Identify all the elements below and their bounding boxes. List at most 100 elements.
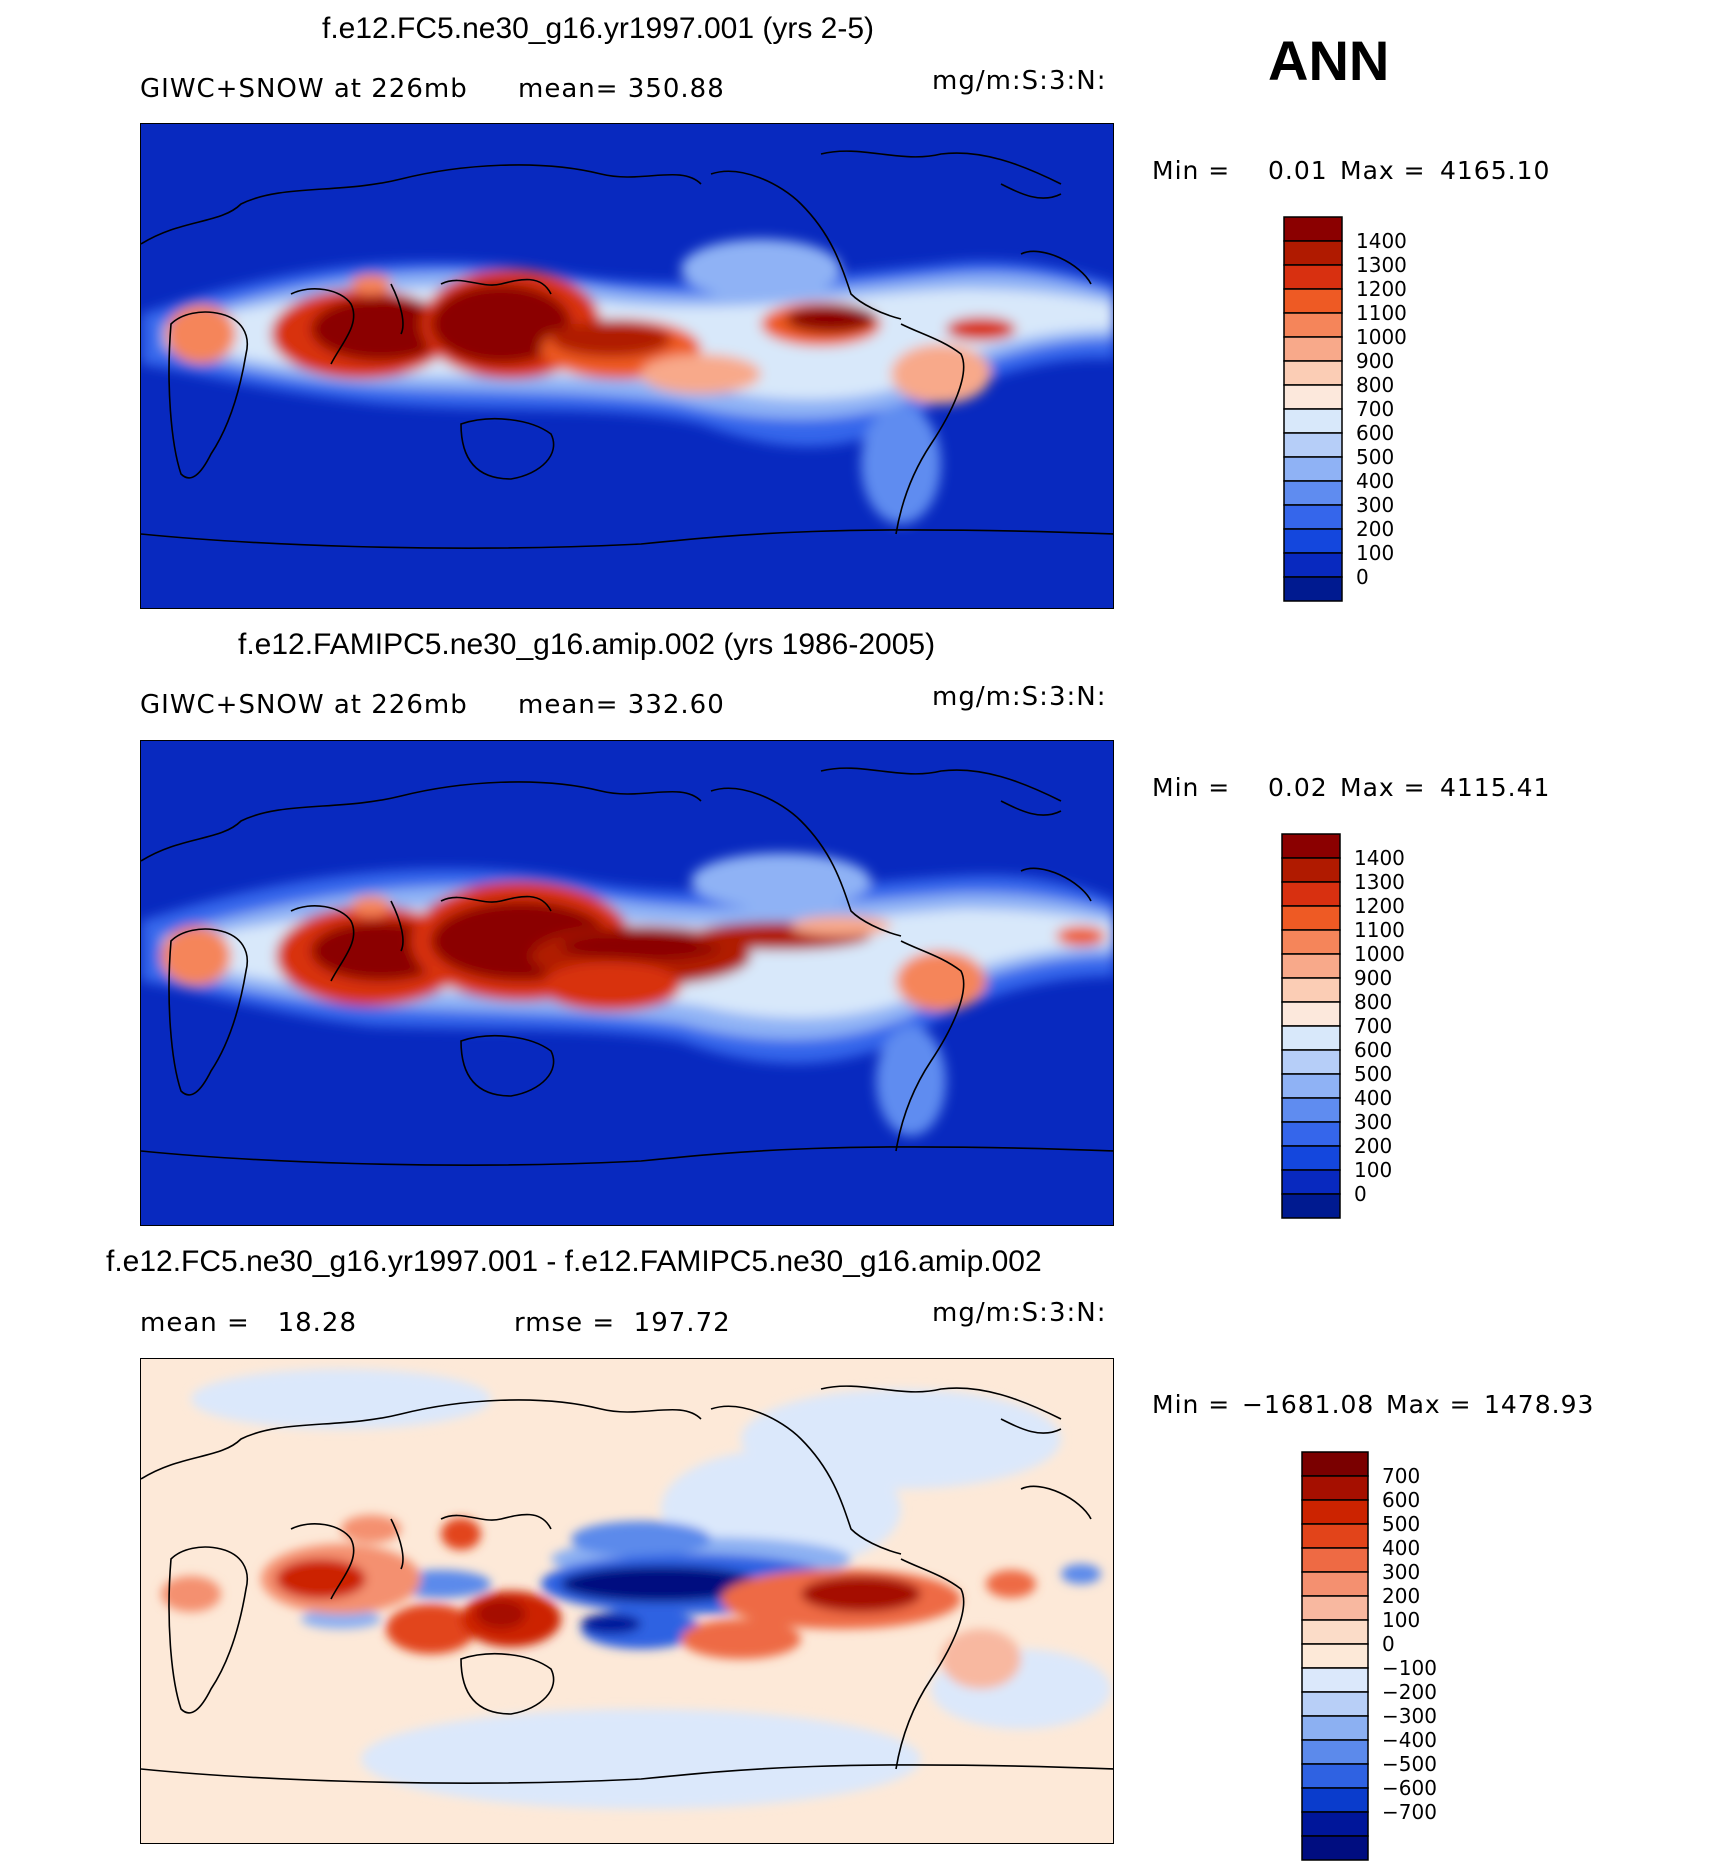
panel-2-max-label: Max = — [1340, 773, 1426, 802]
colorbar-label: 300 — [1354, 1110, 1392, 1134]
colorbar-label: 0 — [1356, 565, 1369, 589]
panel-1-min-label: Min = — [1152, 156, 1231, 185]
colorbar-label: 0 — [1382, 1632, 1395, 1656]
colorbar-label: 1300 — [1354, 870, 1405, 894]
colorbar-label: 1400 — [1356, 229, 1407, 253]
colorbar-label: 500 — [1356, 445, 1394, 469]
colorbar-swatch — [1283, 408, 1343, 434]
colorbar-swatch — [1283, 288, 1343, 314]
colorbar-swatch — [1301, 1619, 1369, 1645]
colorbar-swatch — [1283, 336, 1343, 362]
panel-1-max-label: Max = — [1340, 156, 1426, 185]
colorbar-label: 1200 — [1356, 277, 1407, 301]
colorbar-label: 100 — [1356, 541, 1394, 565]
panel-3-colorbar: 700 600 500 400 300 200 100 0 −100 −200 −300 −400 −5… — [1301, 1451, 1488, 1870]
panel-3-rmse-text: rmse = 197.72 — [514, 1308, 731, 1338]
colorbar-swatch — [1301, 1547, 1369, 1573]
colorbar-swatch — [1281, 1193, 1341, 1219]
panel-2-coastlines — [141, 767, 1113, 1166]
panel-3-field — [141, 1359, 1113, 1843]
colorbar-label: 600 — [1382, 1488, 1420, 1512]
colorbar-swatch — [1283, 312, 1343, 338]
panel-3-max-label: Max = — [1386, 1390, 1472, 1419]
colorbar-label: 900 — [1354, 966, 1392, 990]
colorbar-label: 200 — [1356, 517, 1394, 541]
panel-2-title: f.e12.FAMIPC5.ne30_g16.amip.002 (yrs 198… — [238, 628, 936, 661]
panel-3-coastlines — [141, 1385, 1113, 1784]
colorbar-swatch — [1283, 456, 1343, 482]
colorbar-swatch — [1283, 552, 1343, 578]
panel-3-min-value: −1681.08 — [1242, 1390, 1375, 1419]
panel-2-min-label: Min = — [1152, 773, 1231, 802]
colorbar-swatch — [1281, 833, 1341, 859]
colorbar-swatch — [1301, 1811, 1369, 1837]
colorbar-swatch — [1283, 264, 1343, 290]
panel-2-field — [141, 741, 1113, 1225]
colorbar-swatch — [1283, 384, 1343, 410]
colorbar-label: −100 — [1382, 1656, 1437, 1680]
colorbar-swatch — [1281, 1025, 1341, 1051]
colorbar-swatch — [1281, 1001, 1341, 1027]
colorbar-label: 600 — [1356, 421, 1394, 445]
colorbar-label: 1300 — [1356, 253, 1407, 277]
colorbar-label: −300 — [1382, 1704, 1437, 1728]
colorbar-swatch — [1301, 1835, 1369, 1861]
colorbar-label: −600 — [1382, 1776, 1437, 1800]
panel-1-field — [141, 124, 1113, 608]
colorbar-label: 400 — [1356, 469, 1394, 493]
colorbar-label: 500 — [1382, 1512, 1420, 1536]
panel-2-max-value: 4115.41 — [1440, 773, 1551, 802]
colorbar-swatch — [1301, 1691, 1369, 1717]
colorbar-swatch — [1301, 1643, 1369, 1669]
panel-1-min-value: 0.01 — [1268, 156, 1328, 185]
panel-1-colorbar: 1400 1300 1200 1100 1000 900 800 700 600 500 400 30… — [1283, 216, 1462, 611]
panel-1-map — [140, 123, 1114, 609]
colorbar-label: 100 — [1382, 1608, 1420, 1632]
colorbar-swatch — [1281, 905, 1341, 931]
panel-3-max-value: 1478.93 — [1484, 1390, 1595, 1419]
panel-3-map — [140, 1358, 1114, 1844]
colorbar-label: 400 — [1354, 1086, 1392, 1110]
panel-3-units: mg/m:S:3:N: — [932, 1298, 1107, 1328]
colorbar-svg: 7006005004003002001000−100−200−300−400−5… — [1301, 1451, 1437, 1861]
colorbar-label: 700 — [1354, 1014, 1392, 1038]
colorbar-svg: 1400130012001100100090080070060050040030… — [1283, 216, 1407, 602]
colorbar-swatch — [1283, 576, 1343, 602]
colorbar-label: −500 — [1382, 1752, 1437, 1776]
panel-1-units: mg/m:S:3:N: — [932, 66, 1107, 96]
colorbar-swatch — [1281, 1121, 1341, 1147]
colorbar-label: −700 — [1382, 1800, 1437, 1824]
colorbar-label: 1000 — [1354, 942, 1405, 966]
panel-2-min-value: 0.02 — [1268, 773, 1328, 802]
colorbar-swatch — [1301, 1595, 1369, 1621]
panel-3-min-label: Min = — [1152, 1390, 1231, 1419]
colorbar-label: 1400 — [1354, 846, 1405, 870]
colorbar-swatch — [1301, 1475, 1369, 1501]
panel-1-mean-text: mean= 350.88 — [518, 74, 725, 104]
colorbar-swatch — [1281, 881, 1341, 907]
colorbar-swatch — [1281, 977, 1341, 1003]
colorbar-label: 700 — [1356, 397, 1394, 421]
panel-3-mean-text: mean = 18.28 — [140, 1308, 358, 1338]
colorbar-swatch — [1281, 1073, 1341, 1099]
colorbar-label: 100 — [1354, 1158, 1392, 1182]
colorbar-swatch — [1283, 480, 1343, 506]
colorbar-swatch — [1301, 1787, 1369, 1813]
colorbar-swatch — [1301, 1715, 1369, 1741]
season-label: ANN — [1268, 29, 1390, 92]
colorbar-label: 0 — [1354, 1182, 1367, 1206]
colorbar-swatch — [1301, 1763, 1369, 1789]
colorbar-label: −200 — [1382, 1680, 1437, 1704]
colorbar-label: 800 — [1356, 373, 1394, 397]
colorbar-swatch — [1283, 432, 1343, 458]
colorbar-swatch — [1283, 240, 1343, 266]
colorbar-swatch — [1281, 1049, 1341, 1075]
colorbar-swatch — [1283, 528, 1343, 554]
panel-2-variable: GIWC+SNOW at 226mb — [140, 690, 468, 720]
colorbar-label: −400 — [1382, 1728, 1437, 1752]
colorbar-swatch — [1283, 216, 1343, 242]
colorbar-label: 200 — [1354, 1134, 1392, 1158]
panel-2-map — [140, 740, 1114, 1226]
colorbar-label: 1100 — [1354, 918, 1405, 942]
colorbar-label: 300 — [1382, 1560, 1420, 1584]
